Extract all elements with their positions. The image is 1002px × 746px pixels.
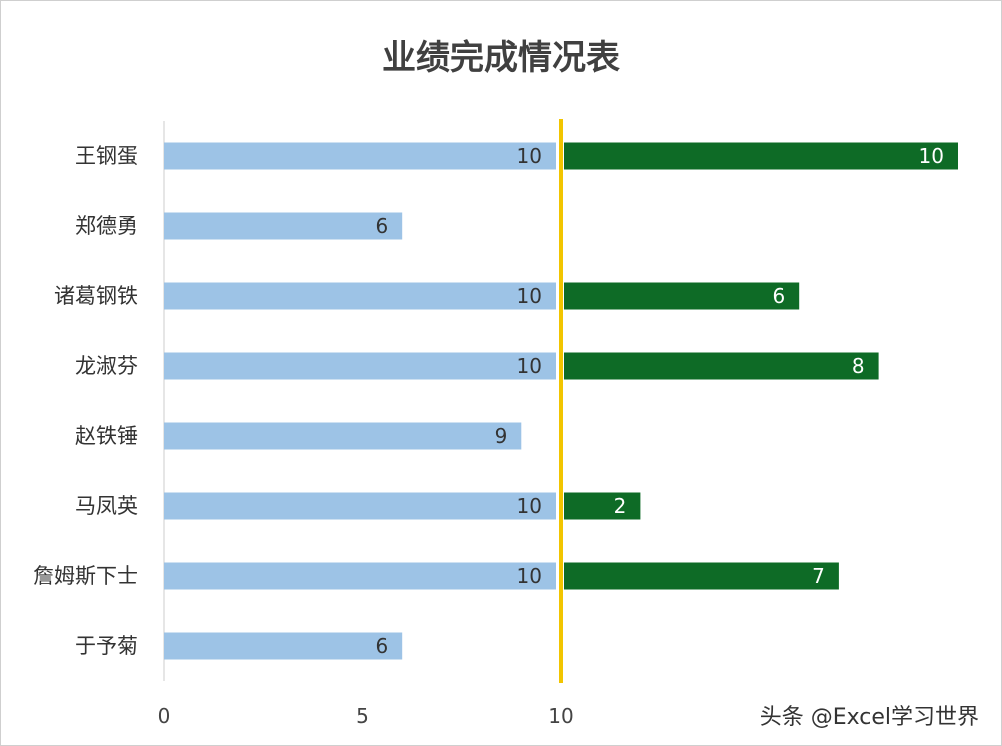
data-label-right: 8 [852,354,865,378]
x-tick-label: 5 [356,704,369,728]
category-label: 赵铁锤 [75,424,138,448]
bar-left [164,142,556,170]
category-label: 詹姆斯下士 [33,564,138,588]
category-label: 郑德勇 [75,214,138,238]
x-tick-labels: 0 5 10 [158,704,574,728]
bar-right [564,142,958,170]
bar-left [164,632,403,660]
x-tick-label: 10 [548,704,573,728]
data-label-right: 7 [812,564,825,588]
bar-left [164,422,522,450]
bar-left [164,492,556,520]
bar-left [164,352,556,380]
category-label: 马凤英 [75,494,138,518]
category-label: 龙淑芬 [75,354,138,378]
category-label: 诸葛钢铁 [54,284,138,308]
data-label-left: 9 [495,424,508,448]
data-label-left: 10 [517,494,542,518]
x-tick-label: 0 [158,704,171,728]
data-label-left: 10 [517,284,542,308]
category-label: 王钢蛋 [75,144,138,168]
bar-right [564,352,879,380]
data-label-right: 10 [919,144,944,168]
data-label-left: 10 [517,564,542,588]
bar-left [164,562,556,590]
category-label: 于予菊 [75,634,138,658]
data-label-left: 10 [517,144,542,168]
bar-left [164,212,403,240]
data-label-left: 6 [375,214,388,238]
bar-right [564,492,641,520]
data-label-right: 6 [772,284,785,308]
chart-title: 业绩完成情况表 [382,38,620,78]
data-label-right: 2 [614,494,627,518]
data-label-left: 6 [375,634,388,658]
bar-right [564,282,800,310]
data-label-left: 10 [517,354,542,378]
bar-left [164,282,556,310]
bars-group: 10 10 6 10 6 10 8 9 10 2 10 7 6 [164,142,958,660]
bar-right [564,562,839,590]
watermark: 头条 @Excel学习世界 [759,705,979,730]
